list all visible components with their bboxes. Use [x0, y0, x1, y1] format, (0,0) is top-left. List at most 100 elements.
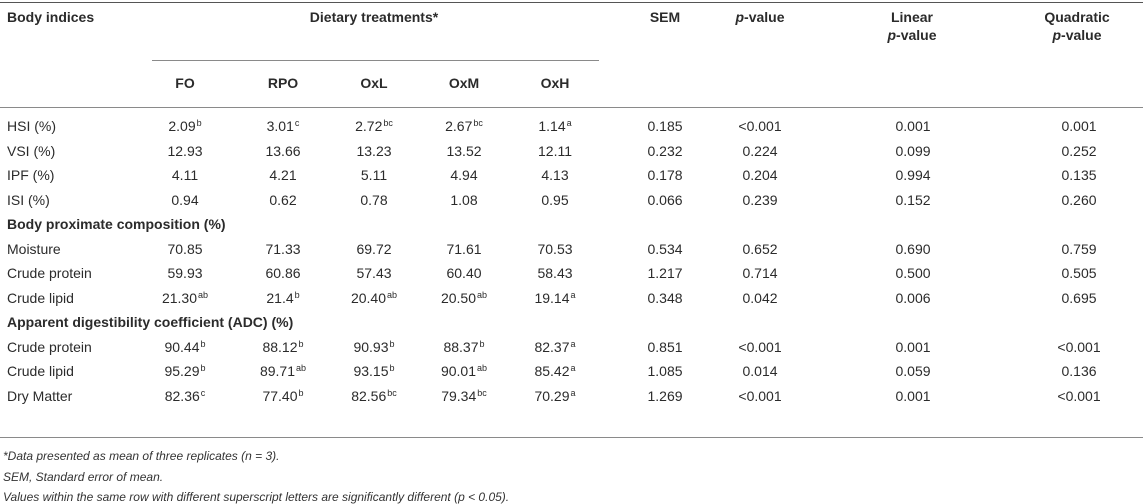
- treatment-value: 20.50ab: [441, 286, 487, 310]
- header-linear-p-value: Linear p-value: [887, 9, 937, 43]
- treatment-header: OxM: [448, 75, 480, 91]
- value-number: 0.78: [360, 191, 388, 208]
- treatment-value: 1.08: [450, 188, 477, 212]
- stat-p: 0.042: [742, 289, 778, 306]
- value-number: 90.44: [164, 338, 200, 355]
- treatment-header: RPO: [267, 75, 299, 91]
- treatment-value: 59.93: [167, 261, 202, 285]
- stat-p: 0.224: [742, 142, 778, 159]
- treatment-header: OxH: [540, 75, 570, 91]
- value-superscript: b: [196, 118, 202, 128]
- stat-p: 0.652: [742, 240, 778, 257]
- table-row: IPF (%) 4.11 4.21 5.11 4.94 4.13 0.178 0.204 0.9…: [0, 163, 1143, 187]
- row-label: Crude lipid: [7, 363, 74, 379]
- value-superscript: a: [570, 387, 576, 398]
- treatment-value: 1.14a: [538, 114, 571, 138]
- stat-quad: 0.001: [1061, 118, 1097, 134]
- value-superscript: bc: [473, 118, 483, 128]
- value-number: 2.09: [168, 118, 196, 134]
- value-number: 70.85: [167, 240, 203, 257]
- treatment-value: 13.23: [356, 139, 391, 163]
- value-superscript: b: [298, 387, 304, 398]
- value-superscript: b: [389, 363, 395, 373]
- stat-p: <0.001: [738, 387, 782, 404]
- value-number: 88.12: [262, 338, 298, 355]
- stat-lin: 0.001: [895, 118, 931, 134]
- treatment-header: OxL: [360, 75, 388, 91]
- footnote-superscript: Values within the same row with differen…: [3, 490, 510, 504]
- treatment-value: 82.37a: [534, 335, 575, 359]
- treatment-value: 71.61: [446, 237, 481, 261]
- row-label: Crude lipid: [7, 289, 74, 306]
- treatment-value: 4.11: [172, 163, 198, 187]
- stat-lin: 0.500: [895, 265, 931, 281]
- row-label: Crude protein: [7, 265, 92, 281]
- value-superscript: b: [389, 338, 395, 349]
- table-row: Dry Matter 82.36c 77.40b 82.56bc 79.34bc 70.2…: [0, 384, 1143, 408]
- stat-lin: 0.099: [895, 142, 931, 159]
- value-superscript: c: [200, 387, 206, 398]
- treatment-value: 4.13: [541, 163, 568, 187]
- header-bottom-rule: [0, 107, 1143, 108]
- treatments-subrule: [152, 60, 599, 61]
- treatment-value: 60.40: [446, 261, 481, 285]
- row-label: ISI (%): [7, 191, 50, 208]
- treatment-value: 85.42a: [534, 359, 575, 383]
- value-number: 4.13: [541, 167, 569, 183]
- footnote-data: *Data presented as mean of three replica…: [3, 449, 280, 463]
- table-row: HSI (%) 2.09b 3.01c 2.72bc 2.67bc 1.14a 0.185 <…: [0, 114, 1143, 138]
- value-superscript: ab: [198, 289, 209, 300]
- stat-p: 0.239: [742, 191, 778, 208]
- value-number: 89.71: [259, 363, 296, 379]
- stat-sem: 1.085: [647, 363, 683, 379]
- value-number: 85.42: [534, 363, 570, 379]
- treatment-value: 0.78: [360, 188, 387, 212]
- row-label: IPF (%): [7, 167, 55, 183]
- value-number: 13.23: [356, 142, 392, 159]
- treatment-value: 58.43: [537, 261, 572, 285]
- stat-quad: 0.136: [1061, 363, 1097, 379]
- value-number: 2.67: [445, 118, 473, 134]
- treatment-value: 19.14a: [534, 286, 575, 310]
- row-label: HSI (%): [7, 118, 56, 134]
- header-quadratic-p-value: Quadratic p-value: [1044, 9, 1110, 43]
- value-number: 12.11: [538, 142, 572, 159]
- value-number: 57.43: [356, 265, 392, 281]
- row-label: Dry Matter: [7, 387, 73, 404]
- table-row: Crude protein 90.44b 88.12b 90.93b 88.37b 82.…: [0, 335, 1143, 359]
- treatment-value: 79.34bc: [441, 384, 487, 408]
- top-rule: [0, 2, 1143, 3]
- stat-lin: 0.001: [895, 387, 931, 404]
- value-number: 3.01: [266, 118, 294, 134]
- stat-lin: 0.994: [895, 167, 931, 183]
- value-number: 90.01: [440, 363, 477, 379]
- value-number: 90.93: [353, 338, 389, 355]
- value-superscript: a: [566, 118, 572, 128]
- treatment-value: 0.94: [171, 188, 198, 212]
- stat-lin: 0.001: [895, 338, 931, 355]
- table-row: Crude protein 59.93 60.86 57.43 60.40 58.43 1.…: [0, 261, 1143, 285]
- stat-quad: <0.001: [1057, 338, 1101, 355]
- treatment-value: 2.72bc: [355, 114, 393, 138]
- treatment-value: 2.67bc: [445, 114, 483, 138]
- treatment-header: FO: [175, 75, 195, 91]
- treatment-value: 57.43: [356, 261, 391, 285]
- treatment-value: 90.93b: [353, 335, 394, 359]
- stat-sem: 0.534: [647, 240, 683, 257]
- value-number: 4.11: [171, 167, 199, 183]
- value-superscript: a: [570, 338, 576, 349]
- value-number: 59.93: [167, 265, 203, 281]
- value-superscript: bc: [477, 387, 487, 398]
- treatment-value: 69.72: [356, 237, 391, 261]
- value-number: 79.34: [441, 387, 477, 404]
- value-number: 13.66: [265, 142, 301, 159]
- treatment-value: 90.01ab: [441, 359, 487, 383]
- stat-lin: 0.006: [895, 289, 931, 306]
- stat-quad: 0.135: [1061, 167, 1097, 183]
- table-row: Moisture 70.85 71.33 69.72 71.61 70.53 0.534 0.…: [0, 237, 1143, 261]
- treatment-value: 90.44b: [164, 335, 205, 359]
- value-number: 69.72: [356, 240, 392, 257]
- treatment-value: 77.40b: [262, 384, 303, 408]
- value-number: 60.40: [446, 265, 482, 281]
